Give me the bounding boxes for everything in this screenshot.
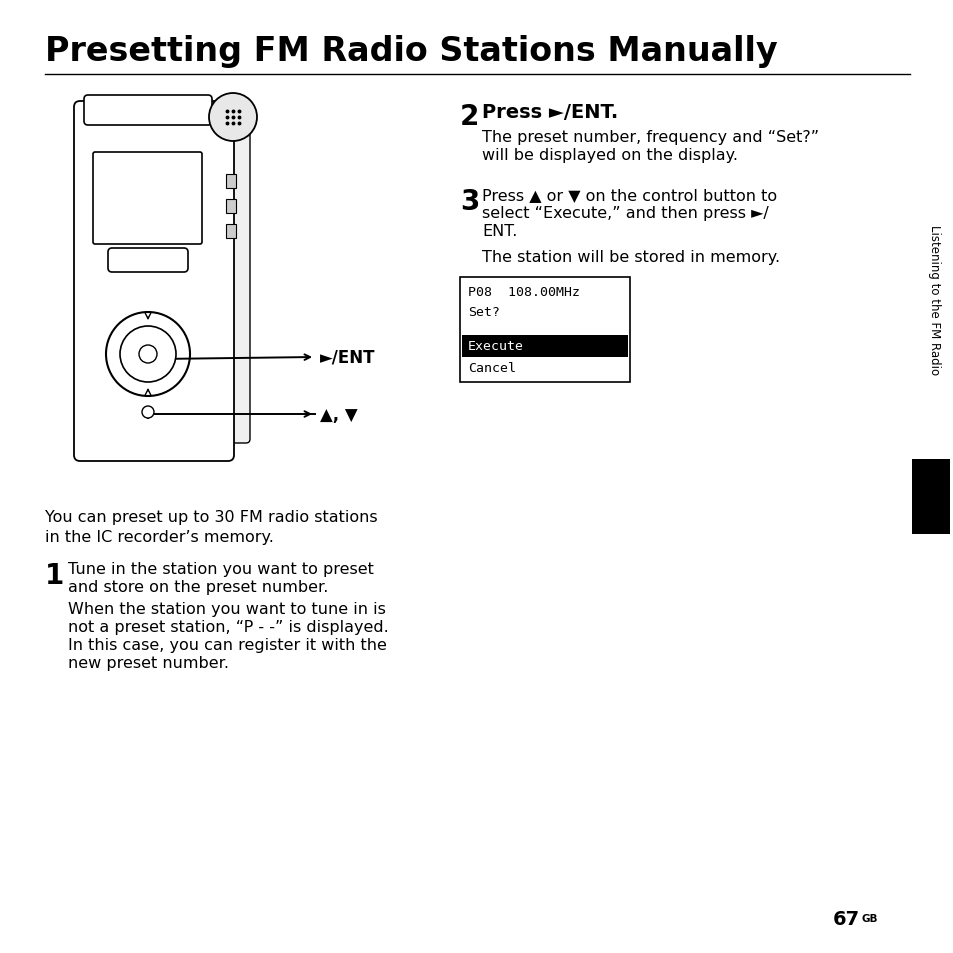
FancyBboxPatch shape — [74, 102, 233, 461]
Bar — [226, 174, 235, 189]
Text: P08  108.00MHz: P08 108.00MHz — [468, 286, 579, 298]
Text: Set?: Set? — [468, 306, 499, 318]
Bar — [226, 200, 235, 213]
FancyBboxPatch shape — [92, 152, 202, 245]
FancyBboxPatch shape — [84, 96, 212, 126]
Text: Presetting FM Radio Stations Manually: Presetting FM Radio Stations Manually — [45, 35, 777, 69]
Text: The station will be stored in memory.: The station will be stored in memory. — [481, 250, 780, 265]
Text: When the station you want to tune in is: When the station you want to tune in is — [68, 601, 385, 617]
Text: Listening to the FM Radio: Listening to the FM Radio — [927, 225, 941, 375]
Text: In this case, you can register it with the: In this case, you can register it with t… — [68, 638, 387, 652]
Text: 1: 1 — [45, 561, 64, 589]
Text: ENT.: ENT. — [481, 224, 517, 239]
Text: Execute: Execute — [468, 340, 523, 354]
Text: in the IC recorder’s memory.: in the IC recorder’s memory. — [45, 530, 274, 544]
FancyBboxPatch shape — [108, 249, 188, 273]
Text: Press ►/ENT.: Press ►/ENT. — [481, 103, 618, 122]
Circle shape — [209, 94, 256, 142]
Text: 3: 3 — [459, 188, 478, 215]
FancyBboxPatch shape — [220, 116, 250, 443]
Text: and store on the preset number.: and store on the preset number. — [68, 579, 328, 595]
Text: The preset number, frequency and “Set?”: The preset number, frequency and “Set?” — [481, 130, 819, 145]
Bar — [911, 459, 949, 535]
Text: 2: 2 — [459, 103, 478, 131]
Text: ►/ENT: ►/ENT — [319, 349, 375, 367]
Text: Press ▲ or ▼ on the control button to: Press ▲ or ▼ on the control button to — [481, 188, 777, 203]
Text: You can preset up to 30 FM radio stations: You can preset up to 30 FM radio station… — [45, 510, 377, 524]
Text: not a preset station, “P - -” is displayed.: not a preset station, “P - -” is display… — [68, 619, 388, 635]
Bar — [459, 277, 629, 382]
Bar — [461, 335, 627, 357]
Circle shape — [106, 313, 190, 396]
Bar — [226, 225, 235, 239]
Text: GB: GB — [862, 913, 878, 923]
Text: select “Execute,” and then press ►/: select “Execute,” and then press ►/ — [481, 206, 768, 221]
Text: new preset number.: new preset number. — [68, 656, 229, 670]
Circle shape — [142, 407, 153, 418]
Text: ▲, ▼: ▲, ▼ — [319, 406, 357, 423]
Text: 67: 67 — [832, 909, 859, 928]
Circle shape — [139, 346, 157, 364]
Text: Tune in the station you want to preset: Tune in the station you want to preset — [68, 561, 374, 577]
Text: will be displayed on the display.: will be displayed on the display. — [481, 148, 738, 163]
Text: Cancel: Cancel — [468, 362, 516, 375]
Circle shape — [120, 327, 175, 382]
